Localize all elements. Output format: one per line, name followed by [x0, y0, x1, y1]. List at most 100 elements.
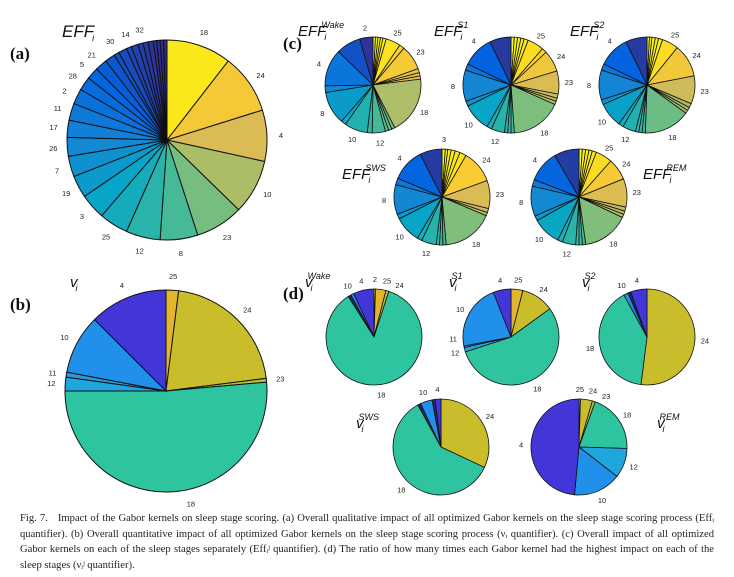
slice-label: 21	[88, 50, 96, 59]
title-subscript: i	[75, 283, 78, 293]
slice-label: 10	[263, 190, 271, 199]
pie-c-wake: 25 23 18 12 10 8 4 2	[317, 24, 428, 148]
slice-label: 23	[276, 375, 284, 384]
pie-slice-18	[392, 404, 485, 496]
slice-label: 23	[701, 87, 709, 96]
slice-label: 11	[54, 104, 62, 113]
slice-label: 30	[106, 37, 114, 46]
slice-label: 4	[120, 281, 124, 290]
slice-label: 23	[496, 190, 504, 199]
slice-label: 4	[608, 37, 612, 46]
panel-letter-c: (c)	[283, 34, 302, 53]
panel-letter-a: (a)	[10, 44, 30, 63]
slice-label: 24	[482, 156, 490, 165]
pie-slice-2	[359, 36, 374, 86]
slice-label: 18	[187, 499, 195, 508]
pie-slice-18	[64, 381, 268, 493]
slice-label: 25	[383, 277, 391, 286]
slice-label: 10	[464, 121, 472, 130]
pie-slice-24	[640, 288, 696, 386]
slice-label: 2	[373, 275, 377, 284]
pie-d-s2: 24 18 10 4	[586, 276, 709, 386]
slice-label: 8	[519, 198, 523, 207]
slice-label: 2	[62, 86, 66, 95]
slice-label: 32	[135, 25, 143, 34]
slice-label: 26	[49, 144, 57, 153]
panel-letter-b: (b)	[10, 295, 31, 314]
title-d-wake: viWake	[305, 271, 331, 293]
pie-slice-4	[434, 398, 442, 448]
pie-slice-18	[441, 196, 487, 246]
slice-label: 14	[121, 30, 129, 39]
slice-label: 18	[609, 240, 617, 249]
pie-slice-4	[353, 288, 375, 338]
slice-label: 25	[102, 232, 110, 241]
pie-slice-10	[462, 291, 512, 347]
slice-label: 24	[256, 71, 264, 80]
pie-slice-18	[372, 78, 422, 129]
slice-label: 4	[519, 440, 523, 449]
title-c-rem: EFFiREM	[643, 163, 687, 185]
title-d-sws: viSWS	[356, 412, 380, 434]
slice-label: 4	[359, 276, 363, 285]
slice-label: 5	[80, 60, 84, 69]
slice-label: 25	[514, 276, 522, 285]
pie-slice-4	[530, 398, 580, 496]
pie-slice-18	[598, 294, 648, 386]
title-d-rem: viREM	[657, 412, 680, 434]
slice-label: 12	[491, 137, 499, 146]
slice-label: 4	[398, 153, 402, 162]
pie-slice-4	[93, 289, 167, 393]
slice-label: 23	[633, 188, 641, 197]
slice-label: 18	[533, 385, 541, 394]
slice-label: 8	[320, 109, 324, 118]
pie-b: 25 24 23 18 12 11 10 4	[47, 272, 284, 508]
slice-label: 8	[451, 82, 455, 91]
slice-label: 24	[243, 306, 251, 315]
slice-label: 24	[395, 281, 403, 290]
slice-label: 25	[537, 31, 545, 40]
slice-label: 2	[363, 24, 367, 33]
slice-label: 24	[486, 412, 494, 421]
slice-label: 18	[472, 240, 480, 249]
slice-label: 4	[435, 385, 439, 394]
slice-label: 4	[279, 131, 283, 140]
slice-label: 23	[416, 48, 424, 57]
slice-label: 19	[62, 189, 70, 198]
title-subscript: i	[92, 33, 95, 43]
slice-label: 8	[179, 249, 183, 258]
slice-label: 24	[557, 52, 565, 61]
slice-label: 10	[344, 281, 352, 290]
pie-slice-18	[578, 401, 628, 449]
pie-d-s1: 25 24 18 12 11 10 4	[449, 276, 560, 394]
slice-label: 12	[621, 135, 629, 144]
figure-caption: Fig. 7. Impact of the Gabor kernels on sl…	[20, 511, 714, 573]
slice-label: 12	[422, 249, 430, 258]
pie-d-wake: 2 25 24 18 10 4	[325, 275, 423, 400]
slice-label: 10	[456, 305, 464, 314]
slice-label: 3	[80, 212, 84, 221]
slice-label: 18	[668, 133, 676, 142]
slice-label: 23	[602, 392, 610, 401]
slice-label: 3	[442, 135, 446, 144]
pie-c-s2: 25 24 23 18 12 10 8 4	[587, 30, 709, 144]
caption-text: Impact of the Gabor kernels on sleep sta…	[20, 513, 714, 571]
slice-label: 23	[565, 78, 573, 87]
slice-label: 11	[449, 335, 457, 344]
pie-slice-24	[440, 398, 490, 468]
slice-label: 24	[693, 51, 701, 60]
slice-label: 11	[49, 368, 57, 377]
slice-label: 24	[539, 285, 547, 294]
title-c-wake: EFFiWake	[298, 20, 345, 42]
slice-label: 10	[395, 233, 403, 242]
title-c-s1: EFFiS1	[434, 20, 469, 42]
pie-c-rem: 25 24 23 18 12 10 8 4	[519, 144, 641, 259]
slice-label: 12	[376, 139, 384, 148]
slice-label: 18	[397, 485, 405, 494]
slice-label: 8	[382, 196, 386, 205]
pie-slice-18	[325, 290, 423, 386]
title-c-sws: EFFiSWS	[342, 163, 386, 185]
title-d-s2: viS2	[582, 271, 596, 293]
